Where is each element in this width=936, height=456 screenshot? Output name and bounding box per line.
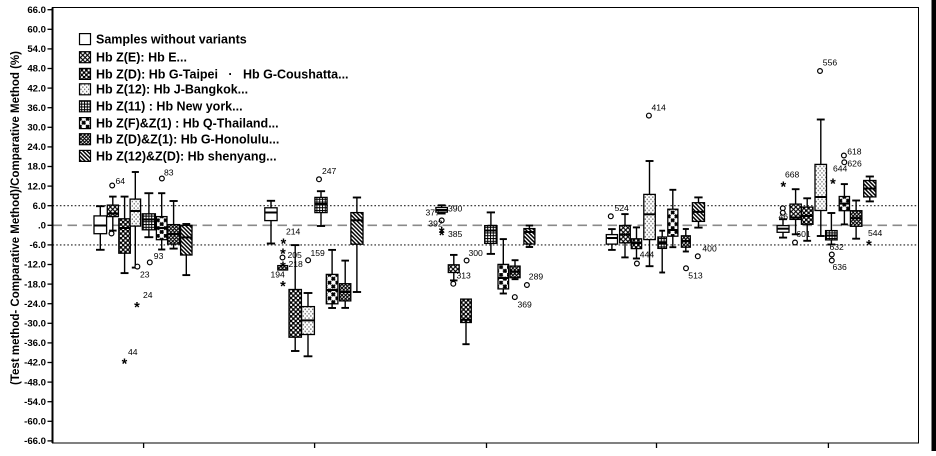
svg-text:218: 218 (289, 259, 304, 269)
svg-text:30.0: 30.0 (27, 123, 46, 134)
svg-text:247: 247 (322, 166, 337, 176)
svg-text:60.0: 60.0 (27, 25, 46, 36)
svg-text:48.0: 48.0 (27, 64, 46, 75)
svg-text:66.0: 66.0 (27, 5, 46, 16)
svg-text:400: 400 (702, 243, 717, 253)
svg-text:369: 369 (518, 300, 533, 310)
svg-text:668: 668 (785, 170, 800, 180)
svg-text:632: 632 (830, 242, 845, 252)
svg-text:42.0: 42.0 (27, 83, 46, 94)
svg-text:Hb Z(D)&Z(1): Hb G-Honolulu...: Hb Z(D)&Z(1): Hb G-Honolulu... (96, 133, 279, 147)
svg-text:644: 644 (833, 164, 848, 174)
svg-text:159: 159 (311, 248, 326, 258)
svg-text:-60.0: -60.0 (24, 417, 46, 428)
svg-text:556: 556 (823, 57, 838, 67)
svg-text:*: * (830, 177, 836, 193)
svg-text:-54.0: -54.0 (24, 397, 46, 408)
svg-text:-66.0: -66.0 (24, 436, 46, 447)
svg-text:390: 390 (448, 204, 463, 214)
svg-text:24: 24 (143, 290, 153, 300)
svg-text:Hb Z(12)&Z(D): Hb shenyang...: Hb Z(12)&Z(D): Hb shenyang... (96, 149, 277, 163)
svg-text:214: 214 (286, 227, 301, 237)
svg-text:36.0: 36.0 (27, 103, 46, 114)
svg-text:Hb Z(11) : Hb New york...: Hb Z(11) : Hb New york... (96, 100, 243, 114)
svg-text:392: 392 (428, 219, 443, 229)
svg-text:414: 414 (652, 103, 667, 113)
svg-text:626: 626 (847, 159, 862, 169)
svg-text:-36.0: -36.0 (24, 338, 46, 349)
svg-text:289: 289 (529, 272, 544, 282)
svg-text:313: 313 (457, 271, 472, 281)
svg-text:300: 300 (469, 248, 484, 258)
svg-text:46: 46 (779, 212, 789, 222)
svg-text:-18.0: -18.0 (24, 279, 46, 290)
svg-text:-12.0: -12.0 (24, 260, 46, 271)
svg-text:*: * (439, 228, 445, 244)
svg-text:-6.0: -6.0 (29, 240, 46, 251)
svg-text:-48.0: -48.0 (24, 377, 46, 388)
svg-text:618: 618 (847, 147, 862, 157)
svg-text:444: 444 (640, 249, 655, 259)
svg-text:24.0: 24.0 (27, 142, 46, 153)
svg-text:93: 93 (154, 251, 164, 261)
svg-text:12.0: 12.0 (27, 181, 46, 192)
svg-text:*: * (122, 357, 128, 373)
svg-text:44: 44 (128, 347, 138, 357)
svg-text:Hb Z(12): Hb J-Bangkok...: Hb Z(12): Hb J-Bangkok... (96, 83, 248, 97)
svg-text:194: 194 (271, 270, 286, 280)
svg-text:Hb Z(D): Hb G-Taipei · Hb: Hb Z(D): Hb G-Taipei · Hb G-Coushatta... (96, 67, 349, 81)
svg-text:54.0: 54.0 (27, 44, 46, 55)
svg-text:544: 544 (868, 228, 883, 238)
svg-text:18.0: 18.0 (27, 162, 46, 173)
svg-text:-42.0: -42.0 (24, 358, 46, 369)
svg-text:*: * (134, 300, 140, 316)
svg-text:-30.0: -30.0 (24, 319, 46, 330)
svg-text:636: 636 (833, 262, 848, 272)
svg-text:*: * (866, 238, 872, 254)
svg-text:6.0: 6.0 (33, 201, 46, 212)
svg-text:513: 513 (688, 270, 703, 280)
svg-text:Samples without variants: Samples without variants (96, 33, 247, 47)
svg-text:64: 64 (116, 176, 126, 186)
svg-text:Hb Z(E): Hb E...: Hb Z(E): Hb E... (96, 51, 187, 65)
svg-text:23: 23 (140, 270, 150, 280)
svg-text:524: 524 (615, 203, 630, 213)
svg-text:-24.0: -24.0 (24, 299, 46, 310)
svg-text:377: 377 (426, 208, 441, 218)
svg-text:385: 385 (448, 229, 463, 239)
svg-text:(Test method- Comparative Meth: (Test method- Comparative Method)/Compar… (10, 51, 22, 385)
svg-text:*: * (280, 279, 286, 295)
svg-text:.0: .0 (38, 221, 46, 232)
svg-text:Hb Z(F)&Z(1) : Hb Q-Thailand..: Hb Z(F)&Z(1) : Hb Q-Thailand... (96, 117, 279, 131)
svg-text:83: 83 (164, 168, 174, 178)
svg-text:*: * (780, 179, 786, 195)
svg-text:601: 601 (796, 229, 811, 239)
